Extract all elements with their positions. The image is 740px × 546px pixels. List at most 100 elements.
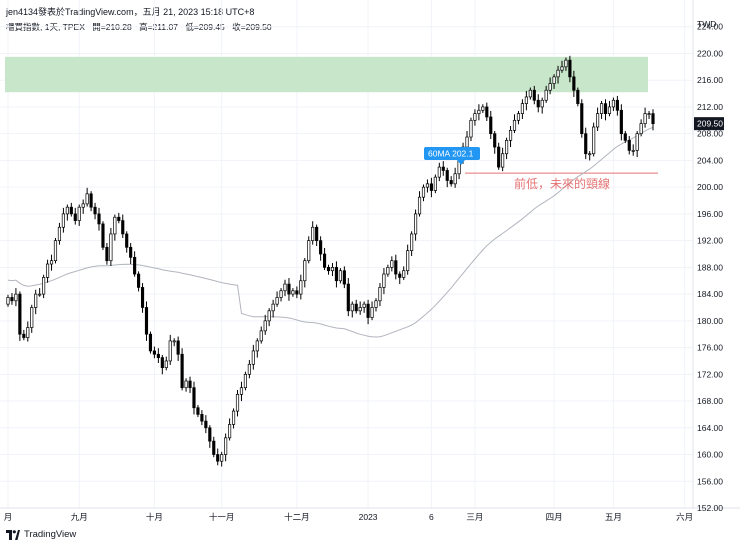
ma60-label-tag: 60MA 202.1 [424,147,480,165]
candle [394,254,398,280]
price-axis[interactable]: 224.00 220.00 216.00 212.00 208.00 204.00 200.… [697,22,723,513]
candle [548,77,552,95]
candle [627,136,631,155]
tradingview-branding[interactable]: TradingView [6,529,76,540]
candle [144,301,149,341]
candle [283,279,287,297]
candle [113,214,117,241]
price-tick-label: 168.00 [697,396,723,406]
candle [279,288,283,302]
time-tick-label: 九月 [71,512,88,522]
time-tick-label: 三月 [466,512,483,522]
price-tick-label: 196.00 [697,209,723,219]
candle [105,242,109,265]
candle [603,99,608,121]
candle [168,334,172,365]
candle [65,204,69,221]
candle [192,381,196,415]
candle [57,222,62,245]
price-tick-label: 200.00 [697,182,723,192]
time-tick-label: 2023 [359,512,378,522]
ma60-line [7,126,654,338]
candle [291,288,295,297]
tradingview-brand-text: TradingView [24,529,77,540]
candle [481,104,485,113]
chart-attribution: jen4134發表於TradingView.com，五月 21, 2023 15… [6,7,255,17]
candle [580,99,584,138]
candle [599,100,604,119]
candle [390,256,394,272]
candle [556,65,560,84]
candle [77,204,81,226]
candle [477,104,481,121]
candle [350,301,354,318]
candle [220,451,224,467]
time-tick-label: 六月 [676,512,693,522]
candle [148,331,153,354]
candle [184,378,188,392]
candle [374,298,378,312]
candle [129,242,133,265]
candle [121,214,125,238]
candle [449,176,453,187]
candle [267,308,271,327]
tradingview-logo-icon [6,529,20,540]
candle [299,274,303,300]
time-tick-label: 五月 [605,512,622,522]
candle [623,131,627,144]
time-axis[interactable]: 月 九月 十月 十一月 十二月 2023 6 三月 四月 五月 六月 [4,512,693,522]
price-tick-label: 152.00 [697,503,723,513]
candle [73,207,77,225]
candle [49,254,54,271]
candle [295,286,299,299]
candle [639,119,643,137]
candle [635,131,639,158]
price-tick-label: 156.00 [697,476,723,486]
candle [425,179,430,193]
candle [322,247,327,271]
last-price-value: 209.50 [697,119,723,129]
candle [516,110,521,125]
candle [342,266,346,289]
candle [406,244,410,275]
candle [196,405,200,418]
candle [263,314,267,335]
candle [544,85,548,103]
candle [137,271,141,292]
candle [22,329,26,341]
time-tick-label: 四月 [546,512,563,522]
candle [552,74,556,89]
last-price-tag: 209.50 [694,117,724,131]
candle [61,207,65,233]
candle [588,151,592,161]
candle [208,425,212,448]
price-tick-label: 212.00 [697,102,723,112]
candle [512,114,517,134]
candle [180,348,184,391]
candle [38,288,42,297]
candle [607,100,612,117]
candle [651,109,655,131]
candle [402,266,406,281]
candle [212,436,216,458]
candle [235,390,240,417]
candle [160,354,164,375]
resistance-zone [5,56,648,93]
candle [592,122,596,157]
candle [532,85,536,105]
candle [125,231,129,253]
candle [584,127,588,160]
candle [572,70,576,97]
candle [188,376,192,394]
candle [524,90,528,111]
candle [172,338,176,347]
candle [611,97,616,111]
candle [152,346,156,359]
price-tick-label: 216.00 [697,75,723,85]
candle [615,95,619,116]
candle [93,202,97,220]
time-tick-label: 月 [4,512,13,522]
candle [228,418,232,441]
ma60-label: 60MA 202.1 [428,149,474,159]
